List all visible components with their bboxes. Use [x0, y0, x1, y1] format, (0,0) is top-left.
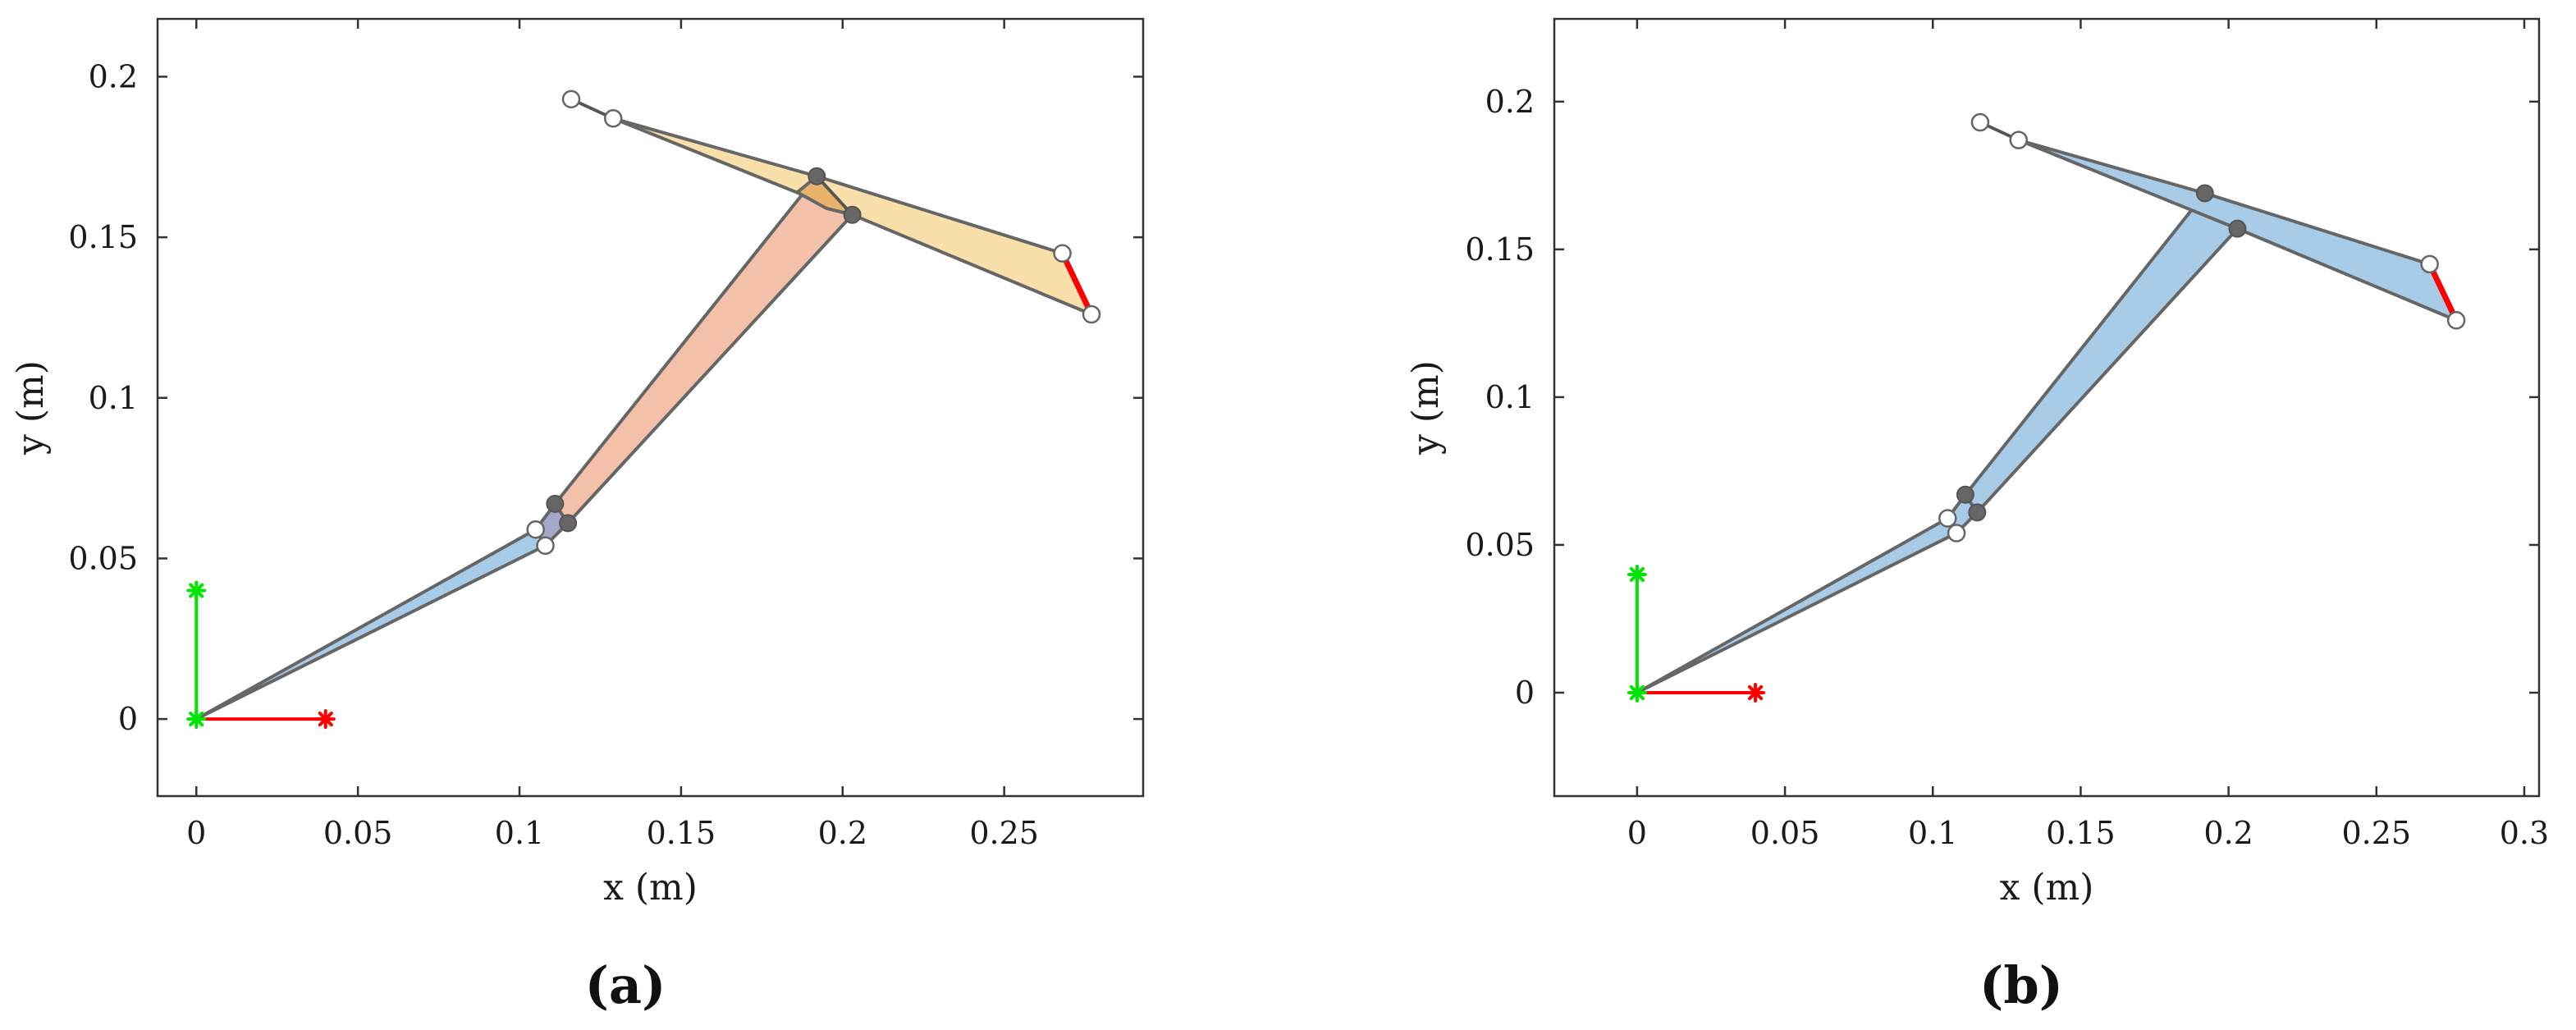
joint-passive-0: [526, 520, 545, 539]
x-axis-label: x (m): [2000, 867, 2094, 909]
chart-panel-1: 0 0.05 0.1 0.15 0.2 0.25 0.3 0 0.05 0.1 0.15 0.2 x (…: [1405, 17, 2549, 1015]
end-effector: [1059, 250, 1095, 318]
joint-active-0: [546, 494, 565, 513]
joint-passive-1: [536, 536, 555, 556]
y-axis-label: y (m): [1405, 360, 1447, 455]
joint-active-3: [2228, 219, 2247, 238]
joint-active-2: [2195, 184, 2214, 203]
y-tick-label: 0.05: [1465, 527, 1535, 563]
x-tick-label: 0.2: [818, 815, 867, 851]
axes-frame: [156, 17, 1145, 798]
joint-active-1: [1968, 503, 1987, 522]
x-tick-label: 0.05: [1750, 815, 1820, 851]
joint-passive-2: [1970, 112, 1990, 132]
frame-origin-marker: [186, 709, 207, 730]
y-tick-label: 0.15: [1465, 231, 1535, 268]
x-axis-label: x (m): [603, 867, 698, 909]
x-tick-label: 0.25: [2341, 815, 2411, 851]
x-tick-label: 0.15: [647, 815, 716, 851]
panel-label: (a): [585, 955, 666, 1015]
frame-origin-marker: [1627, 682, 1647, 703]
y-tick-label: 0: [118, 701, 138, 737]
joint-passive-0: [1938, 509, 1957, 528]
x-tick-label: 0.2: [2203, 815, 2253, 851]
joint-passive-5: [1082, 304, 1101, 324]
joint-active-0: [1956, 485, 1974, 504]
y-tick-label: 0.1: [89, 380, 138, 416]
y-axis-label: y (m): [10, 360, 52, 455]
joint-active-1: [559, 514, 578, 533]
x-tick-label: 0.3: [2500, 815, 2549, 851]
frame-y-end-marker: [1627, 564, 1647, 584]
chart-panel-0: 0 0.05 0.1 0.15 0.2 0.25 0 0.05 0.1 0.15 0.2 x (m) y…: [10, 17, 1145, 1015]
joint-passive-3: [2009, 130, 2029, 149]
joint-passive-1: [1947, 524, 1966, 542]
y-tick-label: 0.2: [89, 58, 138, 94]
joint-passive-2: [561, 89, 581, 109]
joint-passive-3: [603, 109, 623, 128]
x-tick-label: 0.25: [969, 815, 1039, 851]
panel-label: (b): [1979, 955, 2063, 1015]
y-tick-label: 0: [1515, 675, 1535, 711]
y-tick-label: 0.15: [68, 219, 138, 255]
x-tick-label: 0.05: [323, 815, 393, 851]
joint-active-2: [808, 167, 826, 185]
y-tick-label: 0.2: [1485, 84, 1535, 120]
frame-x-end-marker: [1746, 682, 1766, 703]
x-tick-label: 0.1: [1908, 815, 1957, 851]
y-tick-label: 0.05: [68, 540, 138, 576]
joint-passive-4: [1053, 244, 1072, 263]
axes-frame: [1553, 17, 2541, 798]
y-tick-label: 0.1: [1485, 379, 1535, 415]
joint-passive-4: [2420, 254, 2439, 274]
frame-y-end-marker: [186, 580, 207, 601]
end-effector: [2427, 261, 2459, 323]
x-tick-label: 0: [1627, 815, 1647, 851]
x-tick-label: 0: [186, 815, 206, 851]
x-tick-label: 0.1: [495, 815, 544, 851]
x-tick-label: 0.15: [2046, 815, 2116, 851]
frame-x-end-marker: [315, 709, 336, 730]
joint-passive-5: [2446, 311, 2466, 330]
joint-active-3: [843, 205, 862, 224]
